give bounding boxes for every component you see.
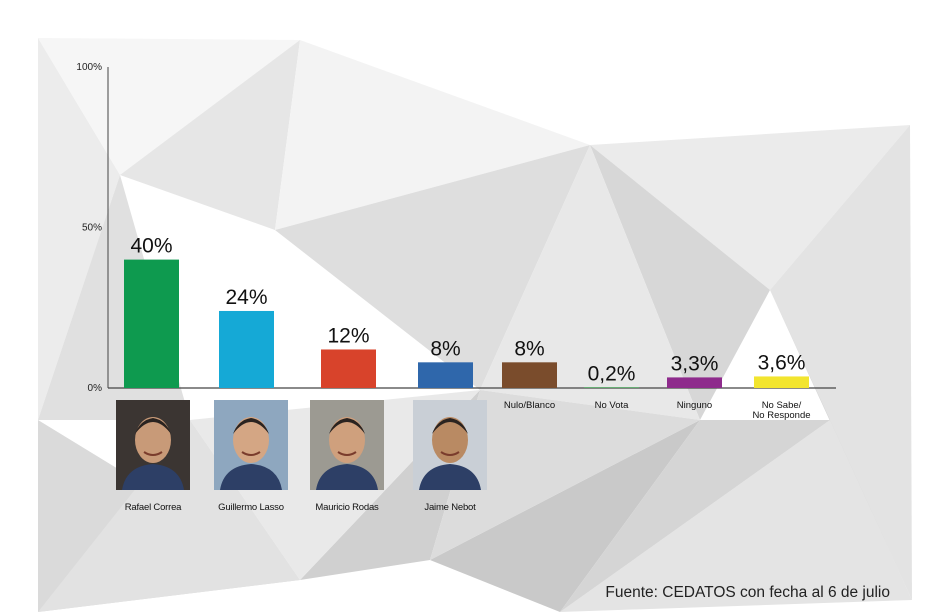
- bar-value-label: 3,3%: [671, 352, 719, 375]
- candidate-name: Mauricio Rodas: [315, 502, 379, 513]
- y-tick-label: 100%: [76, 62, 102, 73]
- category-label: No Vota: [595, 400, 630, 411]
- portrait-guillermo-lasso-icon: [214, 400, 288, 490]
- bar-value-label: 8%: [514, 337, 544, 360]
- candidate-name: Rafael Correa: [124, 502, 182, 513]
- candidate-name: Jaime Nebot: [424, 502, 476, 513]
- category-label: No Sabe/No Responde: [752, 400, 810, 421]
- bar: [667, 377, 722, 388]
- y-tick-label: 50%: [82, 223, 102, 234]
- bar-value-label: 0,2%: [588, 362, 636, 385]
- portrait-rafael-correa-icon: [116, 400, 190, 490]
- bar-value-label: 8%: [430, 337, 460, 360]
- bar: [124, 259, 179, 388]
- bar: [418, 362, 473, 388]
- bar: [754, 376, 809, 388]
- source-note: Fuente: CEDATOS con fecha al 6 de julio: [605, 584, 890, 601]
- bar-value-label: 3,6%: [758, 351, 806, 374]
- category-label: Ninguno: [677, 400, 712, 411]
- bar-value-label: 40%: [130, 235, 172, 258]
- portrait-mauricio-rodas-icon: [310, 400, 384, 490]
- bar-value-label: 24%: [225, 286, 267, 309]
- portrait-jaime-nebot-icon: [413, 400, 487, 490]
- bar-value-label: 12%: [327, 324, 369, 347]
- bar: [321, 349, 376, 388]
- candidate-name: Guillermo Lasso: [218, 502, 284, 513]
- category-label: Nulo/Blanco: [504, 400, 555, 411]
- bar: [584, 387, 639, 388]
- bar: [502, 362, 557, 388]
- y-tick-label: 0%: [88, 383, 103, 394]
- bar: [219, 310, 274, 388]
